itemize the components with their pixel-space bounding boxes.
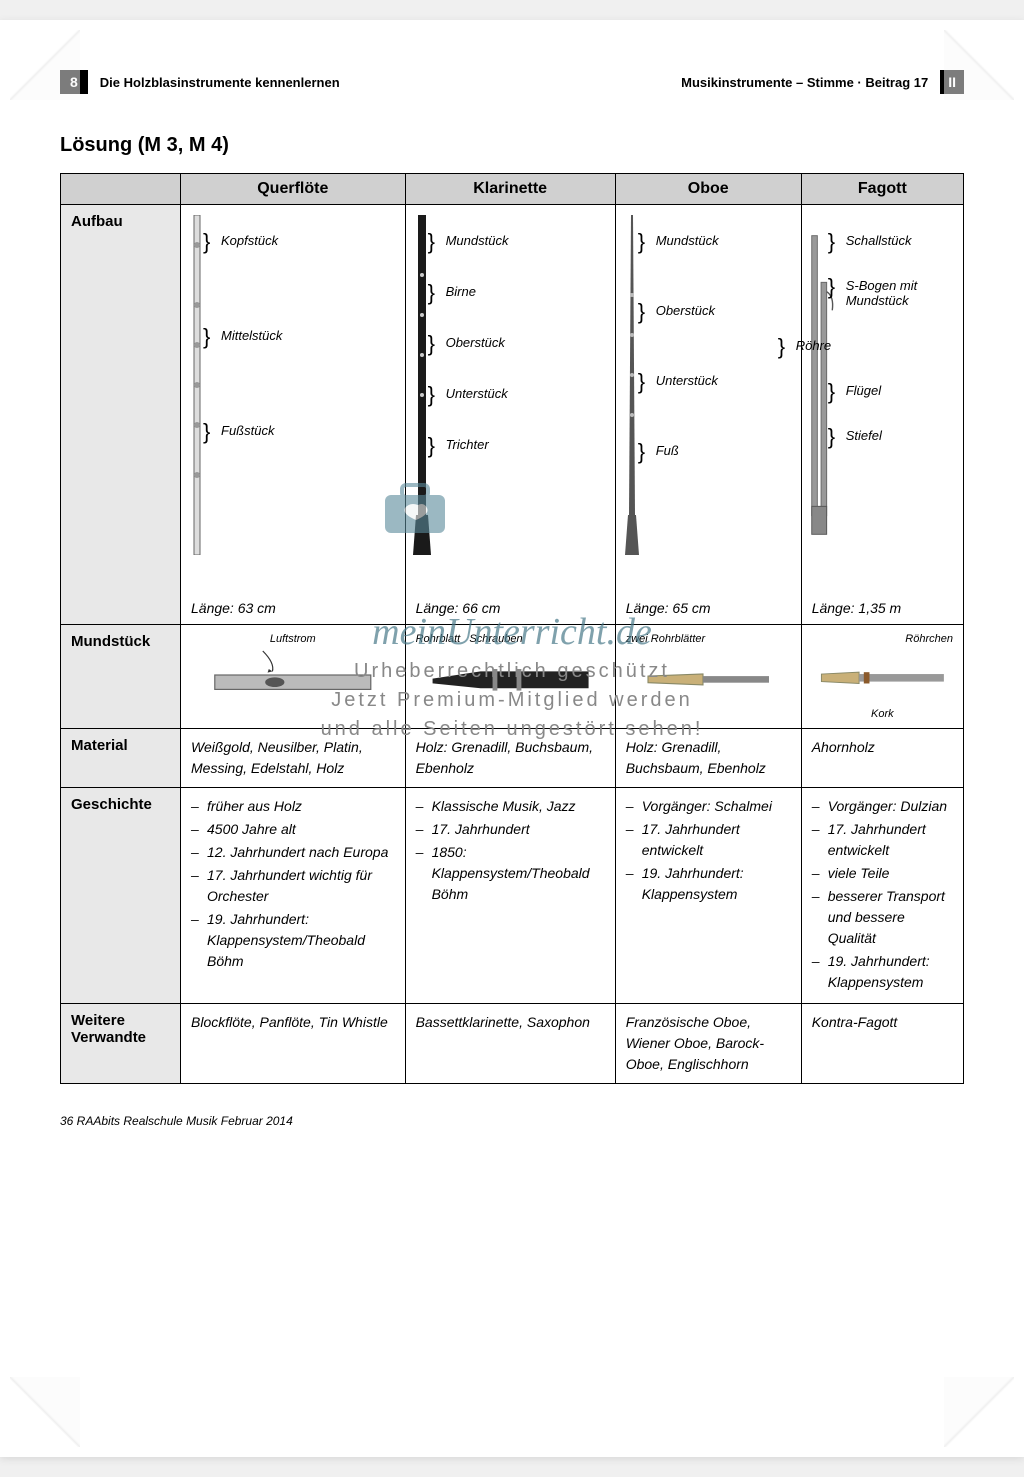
history-item: 19. Jahrhundert: Klappensystem/Theobald …	[203, 909, 395, 972]
geschichte-querfloete: früher aus Holz 4500 Jahre alt 12. Jahrh…	[181, 788, 406, 1004]
history-item: Vorgänger: Dulzian	[824, 796, 953, 817]
mundstueck-oboe: zwei Rohrblätter	[615, 625, 801, 729]
row-header-aufbau: Aufbau	[61, 205, 181, 625]
material-cell: Holz: Grenadill, Buchsbaum, Ebenholz	[405, 729, 615, 788]
part-label: Fuß	[656, 443, 791, 458]
history-item: 17. Jahrhundert entwickelt	[638, 819, 791, 861]
table-header-row: Querflöte Klarinette Oboe Fagott	[61, 174, 964, 205]
mundstueck-querfloete: Luftstrom	[181, 625, 406, 729]
aufbau-row: Aufbau Kopfstück Mittelstück Fußstück	[61, 205, 964, 625]
geschichte-oboe: Vorgänger: Schalmei 17. Jahrhundert entw…	[615, 788, 801, 1004]
bassoon-reed-icon	[812, 645, 953, 705]
row-header-mundstueck: Mundstück	[61, 625, 181, 729]
verwandte-cell: Bassettklarinette, Saxophon	[405, 1004, 615, 1084]
geschichte-fagott: Vorgänger: Dulzian 17. Jahrhundert entwi…	[801, 788, 963, 1004]
history-item: Klassische Musik, Jazz	[428, 796, 605, 817]
mund-label: zwei Rohrblätter	[626, 633, 791, 645]
column-header: Fagott	[801, 174, 963, 205]
length-label: Länge: 63 cm	[191, 600, 395, 616]
part-label: Flügel	[846, 383, 953, 398]
part-label: Schallstück	[846, 233, 953, 248]
history-item: 4500 Jahre alt	[203, 819, 395, 840]
part-label: Mundstück	[446, 233, 605, 248]
oboe-reed-icon	[626, 645, 791, 705]
part-label: Unterstück	[446, 386, 605, 401]
aufbau-querfloete-cell: Kopfstück Mittelstück Fußstück Länge: 63…	[181, 205, 406, 625]
flute-icon	[187, 215, 207, 555]
verwandte-cell: Blockflöte, Panflöte, Tin Whistle	[181, 1004, 406, 1084]
verwandte-cell: Französische Oboe, Wiener Oboe, Barock-O…	[615, 1004, 801, 1084]
header-left-title: Die Holzblasinstrumente kennenlernen	[100, 75, 669, 90]
part-label: Röhre	[796, 338, 953, 353]
column-header: Querflöte	[181, 174, 406, 205]
column-header: Klarinette	[405, 174, 615, 205]
empty-header-cell	[61, 174, 181, 205]
part-label: Fußstück	[221, 423, 395, 438]
history-item: viele Teile	[824, 863, 953, 884]
page-header: 8 Die Holzblasinstrumente kennenlernen M…	[60, 70, 964, 94]
mundstueck-fagott: Röhrchen Kork	[801, 625, 963, 729]
part-label: Kopfstück	[221, 233, 395, 248]
material-cell: Ahornholz	[801, 729, 963, 788]
history-item: 17. Jahrhundert	[428, 819, 605, 840]
material-row: Material Weißgold, Neusilber, Platin, Me…	[61, 729, 964, 788]
aufbau-fagott-cell: Schallstück S-Bogen mit Mundstück Röhre …	[801, 205, 963, 625]
mund-label: Kork	[812, 708, 953, 720]
part-label: Trichter	[446, 437, 605, 452]
part-label: Oberstück	[656, 303, 791, 318]
part-label: Birne	[446, 284, 605, 299]
column-header: Oboe	[615, 174, 801, 205]
part-label: Mundstück	[656, 233, 791, 248]
corner-fold-icon	[944, 30, 1014, 100]
geschichte-row: Geschichte früher aus Holz 4500 Jahre al…	[61, 788, 964, 1004]
corner-fold-icon	[10, 30, 80, 100]
mundstueck-klarinette: Rohrblatt Schrauben	[405, 625, 615, 729]
history-item: 1850: Klappensystem/Theobald Böhm	[428, 842, 605, 905]
solution-title: Lösung (M 3, M 4)	[60, 134, 964, 157]
aufbau-oboe-cell: Mundstück Oberstück Unterstück Fuß Länge…	[615, 205, 801, 625]
briefcase-icon	[380, 480, 450, 535]
worksheet-page: 8 Die Holzblasinstrumente kennenlernen M…	[0, 20, 1024, 1457]
history-item: 17. Jahrhundert entwickelt	[824, 819, 953, 861]
instruments-table: Querflöte Klarinette Oboe Fagott Aufbau	[60, 173, 964, 1084]
history-item: 19. Jahrhundert: Klappensystem	[638, 863, 791, 905]
mund-label: Röhrchen	[812, 633, 953, 645]
clarinet-mouthpiece-icon	[416, 645, 605, 705]
aufbau-klarinette-cell: Mundstück Birne Oberstück Unterstück Tri…	[405, 205, 615, 625]
length-label: Länge: 65 cm	[626, 600, 791, 616]
row-header-verwandte: Weitere Verwandte	[61, 1004, 181, 1084]
history-item: 19. Jahrhundert: Klappensystem	[824, 951, 953, 993]
verwandte-row: Weitere Verwandte Blockflöte, Panflöte, …	[61, 1004, 964, 1084]
flute-mouthpiece-icon	[191, 645, 395, 705]
history-item: Vorgänger: Schalmei	[638, 796, 791, 817]
page-footer: 36 RAAbits Realschule Musik Februar 2014	[60, 1114, 964, 1128]
verwandte-cell: Kontra-Fagott	[801, 1004, 963, 1084]
part-label: Unterstück	[656, 373, 791, 388]
header-right-title: Musikinstrumente – Stimme · Beitrag 17	[681, 75, 928, 90]
mund-label: Rohrblatt	[416, 633, 461, 645]
mund-label: Schrauben	[469, 633, 522, 645]
history-item: besserer Transport und bessere Qualität	[824, 886, 953, 949]
length-label: Länge: 1,35 m	[812, 600, 953, 616]
part-label: Stiefel	[846, 428, 953, 443]
history-item: 12. Jahrhundert nach Europa	[203, 842, 395, 863]
part-label: S-Bogen mit Mundstück	[846, 278, 953, 308]
geschichte-klarinette: Klassische Musik, Jazz 17. Jahrhundert 1…	[405, 788, 615, 1004]
length-label: Länge: 66 cm	[416, 600, 605, 616]
mundstueck-row: Mundstück Luftstrom Rohrblatt Schrauben	[61, 625, 964, 729]
mund-label: Luftstrom	[191, 633, 395, 645]
material-cell: Weißgold, Neusilber, Platin, Messing, Ed…	[181, 729, 406, 788]
row-header-material: Material	[61, 729, 181, 788]
material-cell: Holz: Grenadill, Buchsbaum, Ebenholz	[615, 729, 801, 788]
part-label: Oberstück	[446, 335, 605, 350]
history-item: 17. Jahrhundert wichtig für Orchester	[203, 865, 395, 907]
row-header-geschichte: Geschichte	[61, 788, 181, 1004]
part-label: Mittelstück	[221, 328, 395, 343]
history-item: früher aus Holz	[203, 796, 395, 817]
